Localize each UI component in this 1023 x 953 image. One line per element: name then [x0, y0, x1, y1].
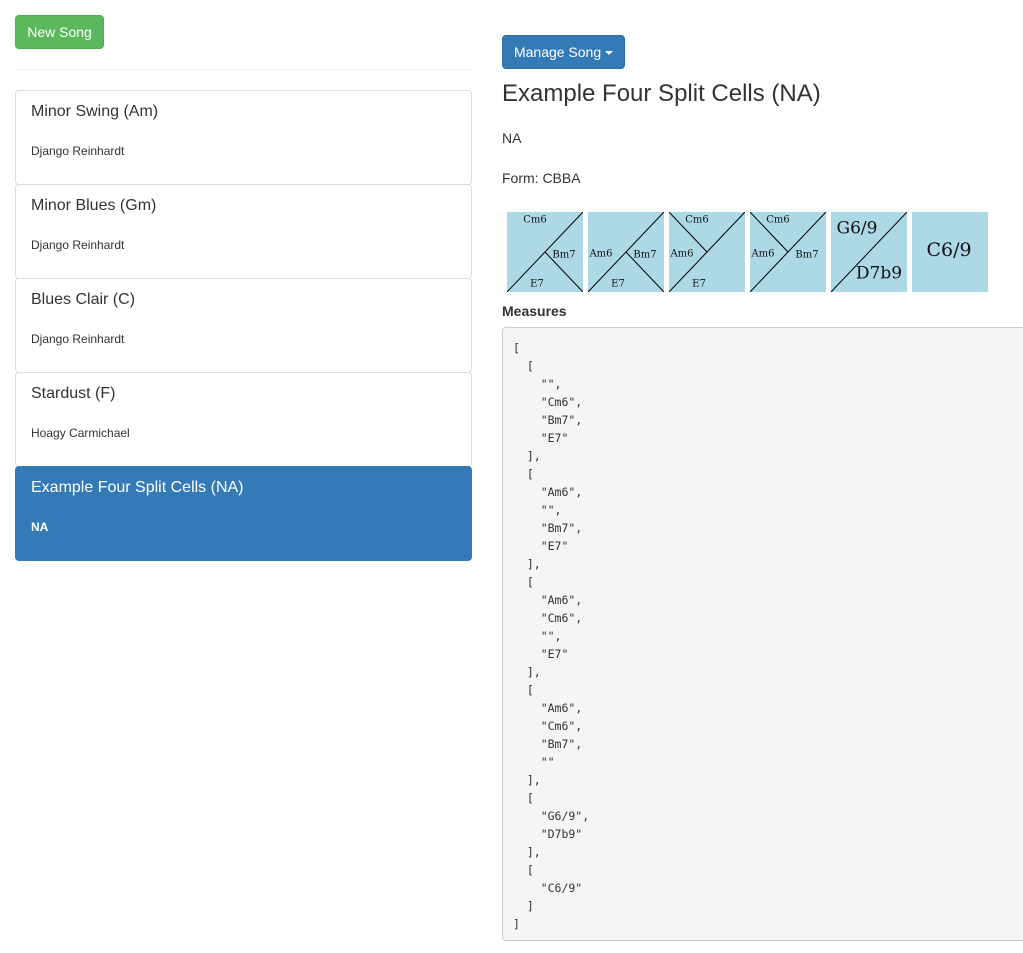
chord-label: Am6: [750, 249, 774, 260]
manage-song-button[interactable]: Manage Song: [502, 35, 625, 69]
chord-cell: Cm6 Bm7 E7: [507, 212, 583, 292]
song-item-artist: Django Reinhardt: [31, 332, 125, 346]
new-song-button[interactable]: New Song: [15, 15, 104, 49]
song-item-artist: NA: [31, 520, 49, 534]
song-item-title: Blues Clair (C): [31, 291, 136, 308]
chord-label: D7b9: [856, 264, 902, 284]
chord-cell: Am6 Cm6 E7: [669, 212, 745, 292]
cell-divider: [750, 212, 789, 253]
chord-label: Cm6: [685, 215, 709, 226]
song-item-title: Minor Swing (Am): [31, 103, 159, 120]
song-item[interactable]: Minor Swing (Am) Django Reinhardt: [15, 90, 472, 185]
chord-label: E7: [611, 279, 625, 290]
chord-cell: C6/9: [912, 212, 988, 292]
song-item-title: Stardust (F): [31, 385, 116, 402]
song-item-artist: Django Reinhardt: [31, 144, 125, 158]
song-item-title: Example Four Split Cells (NA): [31, 479, 244, 496]
song-item[interactable]: Blues Clair (C) Django Reinhardt: [15, 278, 472, 373]
cell-divider: [669, 212, 708, 253]
song-form: Form: CBBA: [502, 170, 581, 186]
chord-label: E7: [530, 279, 544, 290]
chord-label: G6/9: [837, 219, 878, 239]
chord-label: Cm6: [523, 215, 547, 226]
chord-label: E7: [692, 279, 706, 290]
song-artist: NA: [502, 130, 522, 146]
cell-divider: [831, 212, 907, 292]
chord-label: Cm6: [766, 215, 790, 226]
song-item[interactable]: Example Four Split Cells (NA) NA: [15, 466, 472, 561]
divider: [15, 69, 472, 70]
song-item[interactable]: Stardust (F) Hoagy Carmichael: [15, 372, 472, 467]
chord-label: C6/9: [926, 239, 971, 261]
chord-label: Am6: [588, 249, 612, 260]
cell-bg: [912, 212, 988, 292]
song-item-artist: Hoagy Carmichael: [31, 426, 130, 440]
measures-label: Measures: [502, 303, 567, 319]
chord-label: Bm7: [633, 250, 656, 261]
chord-label: Bm7: [552, 250, 575, 261]
measures-json: [ [ "", "Cm6", "Bm7", "E7" ], [ "Am6", "…: [513, 341, 590, 931]
song-title: Example Four Split Cells (NA): [502, 80, 821, 107]
song-item-title: Minor Blues (Gm): [31, 197, 157, 214]
chord-cell: Am6 Bm7 E7: [588, 212, 664, 292]
chord-label: Bm7: [795, 250, 818, 261]
chord-cell: G6/9 D7b9: [831, 212, 907, 292]
cell-divider: [544, 251, 583, 292]
cell-divider: [625, 251, 664, 292]
chord-label: Am6: [669, 249, 693, 260]
measures-box: [ [ "", "Cm6", "Bm7", "E7" ], [ "Am6", "…: [502, 327, 1023, 941]
button-label: Manage Song: [513, 44, 602, 60]
chord-cell: Am6 Cm6 Bm7: [750, 212, 826, 292]
caret: [605, 51, 614, 56]
song-item-artist: Django Reinhardt: [31, 238, 125, 252]
song-item[interactable]: Minor Blues (Gm) Django Reinhardt: [15, 184, 472, 279]
